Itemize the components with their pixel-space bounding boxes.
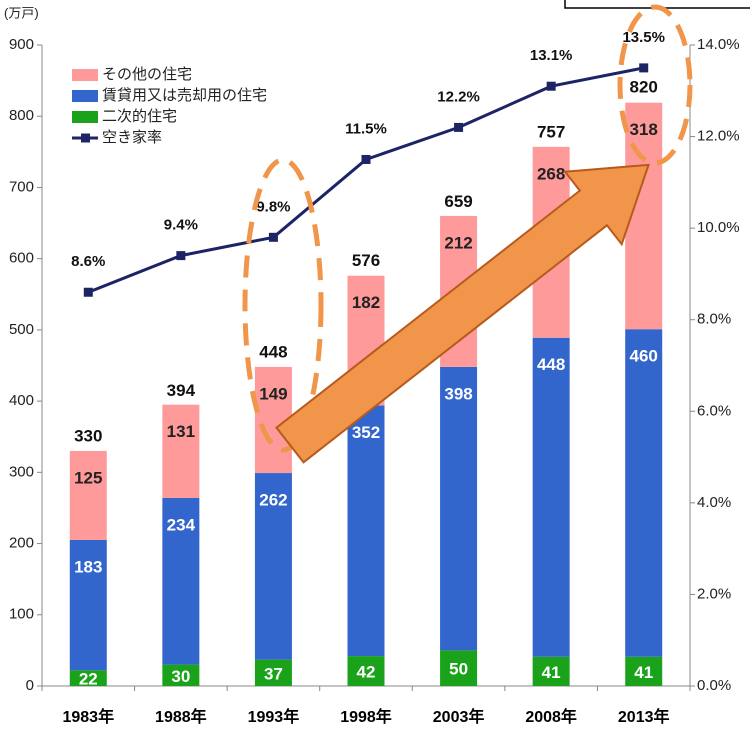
line-marker [83,287,93,297]
y-tick-label: 600 [9,250,34,267]
bar-segment [69,670,107,686]
bar-segment [347,405,385,657]
legend-swatch [72,90,98,102]
data-label: 212 [444,233,472,252]
data-label: 268 [537,164,565,183]
y-tick-label: 200 [9,535,34,552]
line-label: 9.8% [256,198,290,215]
total-label: 659 [444,192,472,211]
line-label: 13.5% [622,29,665,46]
x-tick-label: 1998年 [340,707,392,726]
data-label: 22 [79,670,98,689]
legend-label: 賃貸用又は売却用の住宅 [102,87,267,104]
y-tick-label: 800 [9,107,34,124]
data-label: 460 [630,347,658,366]
line-marker [546,81,556,91]
y-tick-label: 500 [9,321,34,338]
y-tick-label: 400 [9,392,34,409]
x-tick-label: 2003年 [433,707,485,726]
bar-segment [440,650,478,686]
bar-segment [162,404,200,498]
data-label: 182 [352,293,380,312]
y-tick-label: 700 [9,178,34,195]
y2-tick-label: 2.0% [697,585,731,602]
line-label: 13.1% [530,47,573,64]
y-tick-label: 100 [9,606,34,623]
x-tick-label: 2008年 [525,707,577,726]
bar-segment [532,337,570,657]
legend-swatch [81,133,90,143]
bar-segment [69,450,107,540]
y2-tick-label: 10.0% [697,219,740,236]
legend-label: 二次的住宅 [102,108,177,125]
legend-label: その他の住宅 [102,66,192,83]
line-marker [268,232,278,242]
y2-tick-label: 14.0% [697,36,740,53]
y2-tick-label: 0.0% [697,677,731,694]
highlight-ellipse [242,157,324,453]
data-label: 37 [264,664,283,683]
bar-segment [69,539,107,671]
total-label: 757 [537,122,565,141]
trend-arrow [275,163,650,464]
bar-segment [625,656,663,686]
bar-segment [625,329,663,657]
total-label: 330 [74,426,102,445]
data-label: 131 [167,422,195,441]
total-label: 820 [630,77,658,96]
line-label: 11.5% [345,120,387,137]
bar-segment [254,473,292,660]
data-label: 318 [630,120,658,139]
line-label: 12.2% [437,88,480,105]
data-label: 50 [449,660,468,679]
legend-label: 空き家率 [102,129,162,146]
x-tick-label: 1988年 [155,707,207,726]
data-label: 234 [167,515,196,534]
data-label: 42 [357,663,376,682]
y2-tick-label: 8.0% [697,311,731,328]
data-label: 41 [634,663,653,682]
line-marker [454,122,464,132]
data-label: 183 [74,557,102,576]
y2-tick-label: 6.0% [697,402,731,419]
bar-segment [254,659,292,686]
data-label: 262 [259,491,287,510]
y-tick-label: 900 [9,36,34,53]
y2-tick-label: 12.0% [697,128,740,145]
total-label: 448 [259,342,287,361]
data-label: 398 [444,384,472,403]
y-tick-label: 300 [9,463,34,480]
bar-segment [162,497,200,665]
x-tick-label: 1993年 [248,707,300,726]
data-label: 149 [259,384,287,403]
legend-swatch [72,69,98,81]
data-label: 41 [542,663,561,682]
data-label: 30 [171,667,190,686]
legend-swatch [72,111,98,123]
highlight-ellipse [617,4,693,166]
line-label: 8.6% [71,253,105,270]
line-label: 9.4% [164,217,198,234]
total-label: 394 [167,381,196,400]
bar-segment [347,656,385,686]
y-tick-label: 0 [26,677,34,694]
data-label: 352 [352,423,380,442]
line-marker [176,251,186,261]
x-tick-label: 2013年 [618,707,670,726]
data-label: 125 [74,468,102,487]
data-label: 448 [537,355,565,374]
x-tick-label: 1983年 [62,707,114,726]
decoration [242,4,693,464]
line-marker [639,63,649,73]
bar-segment [440,366,478,651]
line-marker [361,154,371,164]
y-unit: (万戸) [4,5,39,20]
total-label: 576 [352,251,380,270]
bar-segment [532,656,570,686]
y2-tick-label: 4.0% [697,494,731,511]
bar-segment [162,664,200,686]
